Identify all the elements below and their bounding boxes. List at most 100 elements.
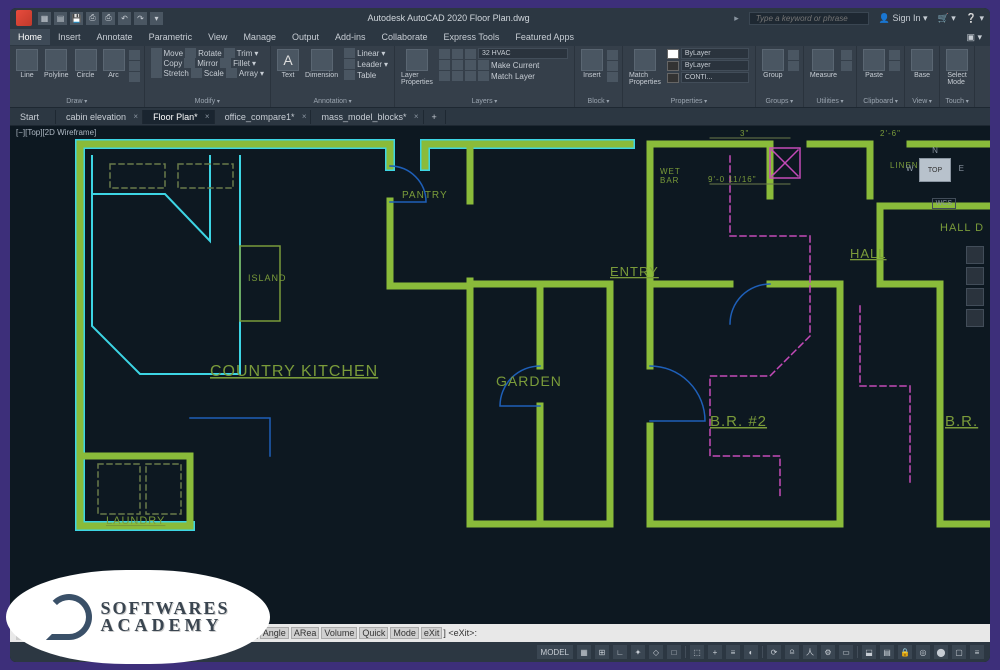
base-button[interactable]: Base [909, 48, 935, 80]
signin-button[interactable]: 👤 Sign In ▾ [879, 13, 928, 24]
quickprops-icon[interactable]: ▤ [880, 645, 894, 659]
trim-icon[interactable] [224, 48, 235, 58]
filetab-office[interactable]: office_compare1*× [215, 110, 312, 124]
move-icon[interactable] [151, 48, 162, 58]
tab-insert[interactable]: Insert [50, 29, 89, 45]
wheel-icon[interactable] [966, 246, 984, 264]
tab-addins[interactable]: Add-ins [327, 29, 374, 45]
polyline-button[interactable]: Polyline [42, 48, 71, 82]
qat-saveas-icon[interactable]: ⎙ [86, 12, 99, 25]
matchprops-button[interactable]: Match Properties [627, 48, 663, 87]
opt-area[interactable]: ARea [291, 627, 320, 639]
search-input[interactable] [749, 12, 869, 25]
tab-collaborate[interactable]: Collaborate [374, 29, 436, 45]
table-icon[interactable] [344, 70, 355, 80]
cut-icon[interactable] [889, 50, 900, 60]
help-icon[interactable]: ❔ ▾ [966, 13, 984, 24]
filetab-cabin[interactable]: cabin elevation× [56, 110, 143, 124]
ungroup-icon[interactable] [788, 50, 799, 60]
fillet-icon[interactable] [220, 58, 231, 68]
layer-dropdown[interactable]: 32 HVAC [478, 48, 568, 59]
grid-icon[interactable]: ▦ [577, 645, 591, 659]
tab-parametric[interactable]: Parametric [141, 29, 201, 45]
osnap3d-icon[interactable]: ⬚ [690, 645, 704, 659]
stretch-icon[interactable] [151, 68, 162, 78]
matchlayer-icon[interactable] [478, 71, 489, 81]
filetab-mass[interactable]: mass_model_blocks*× [311, 110, 423, 124]
close-icon[interactable]: × [414, 112, 419, 121]
leader-icon[interactable] [344, 59, 355, 69]
rotate-icon[interactable] [185, 48, 196, 58]
hw-icon[interactable]: ⬤ [934, 645, 948, 659]
zoom-icon[interactable] [966, 288, 984, 306]
selectall-icon[interactable] [841, 61, 852, 71]
lock-icon[interactable]: 🔒 [898, 645, 912, 659]
mirror-icon[interactable] [184, 58, 195, 68]
measure-button[interactable]: Measure [808, 48, 839, 80]
rect-icon[interactable] [129, 50, 140, 60]
snap-icon[interactable]: ⊞ [595, 645, 609, 659]
isolate-icon[interactable]: ◎ [916, 645, 930, 659]
cycle-icon[interactable]: ⟳ [767, 645, 781, 659]
pan-icon[interactable] [966, 267, 984, 285]
makecurrent-icon[interactable] [478, 60, 489, 70]
lwt-icon[interactable]: ≡ [726, 645, 740, 659]
isodraft-icon[interactable]: ◇ [649, 645, 663, 659]
calc-icon[interactable] [841, 50, 852, 60]
lineweight-dropdown[interactable]: ByLayer [681, 60, 749, 71]
viewcube-top[interactable]: TOP [919, 158, 951, 182]
color-dropdown[interactable]: ByLayer [681, 48, 749, 59]
tab-view[interactable]: View [200, 29, 235, 45]
selectmode-button[interactable]: Select Mode [944, 48, 970, 87]
ribbon-toggle-icon[interactable]: ▣ ▾ [958, 29, 990, 46]
opt-mode[interactable]: Mode [390, 627, 419, 639]
tab-output[interactable]: Output [284, 29, 327, 45]
opt-quick[interactable]: Quick [359, 627, 388, 639]
group-button[interactable]: Group [760, 48, 786, 80]
groupedit-icon[interactable] [788, 61, 799, 71]
wcs-label[interactable]: WCS [932, 198, 956, 209]
filetab-start[interactable]: Start [10, 110, 56, 124]
tab-annotate[interactable]: Annotate [89, 29, 141, 45]
osnap-icon[interactable]: □ [667, 645, 681, 659]
copyclip-icon[interactable] [889, 61, 900, 71]
ws-icon[interactable]: ⚙ [821, 645, 835, 659]
close-icon[interactable]: × [133, 112, 138, 121]
appstore-icon[interactable]: 🛒 ▾ [938, 13, 956, 24]
insert-button[interactable]: Insert [579, 48, 605, 82]
edit-block-icon[interactable] [607, 61, 618, 71]
qat-save-icon[interactable]: 💾 [70, 12, 83, 25]
paste-button[interactable]: Paste [861, 48, 887, 80]
orbit-icon[interactable] [966, 309, 984, 327]
qat-plot-icon[interactable]: ⎙ [102, 12, 115, 25]
text-button[interactable]: AText [275, 48, 301, 80]
copy-icon[interactable] [151, 58, 162, 68]
opt-volume[interactable]: Volume [321, 627, 357, 639]
ellipse-icon[interactable] [129, 72, 140, 82]
monitor-icon[interactable]: ▭ [839, 645, 853, 659]
custom-icon[interactable]: ≡ [970, 645, 984, 659]
anno-icon[interactable]: ⍝ [785, 645, 799, 659]
dyn-icon[interactable]: + [708, 645, 722, 659]
tab-home[interactable]: Home [10, 29, 50, 45]
opt-angle[interactable]: Angle [260, 627, 289, 639]
close-icon[interactable]: × [205, 112, 210, 121]
line-button[interactable]: Line [14, 48, 40, 82]
model-button[interactable]: MODEL [537, 645, 573, 659]
qat-new-icon[interactable]: ▦ [38, 12, 51, 25]
dimension-button[interactable]: Dimension [303, 48, 340, 80]
hatch-icon[interactable] [129, 61, 140, 71]
qat-redo-icon[interactable]: ↷ [134, 12, 147, 25]
linetype-dropdown[interactable]: CONTI... [681, 72, 749, 83]
tab-manage[interactable]: Manage [235, 29, 284, 45]
clean-icon[interactable]: ▢ [952, 645, 966, 659]
create-block-icon[interactable] [607, 50, 618, 60]
ortho-icon[interactable]: ∟ [613, 645, 627, 659]
qat-undo-icon[interactable]: ↶ [118, 12, 131, 25]
layerprops-button[interactable]: Layer Properties [399, 48, 435, 87]
scale-icon[interactable]: 人 [803, 645, 817, 659]
array-icon[interactable] [226, 68, 237, 78]
transparency-icon[interactable]: ◐ [744, 645, 758, 659]
arc-button[interactable]: Arc [101, 48, 127, 82]
opt-exit[interactable]: eXit [421, 627, 443, 639]
